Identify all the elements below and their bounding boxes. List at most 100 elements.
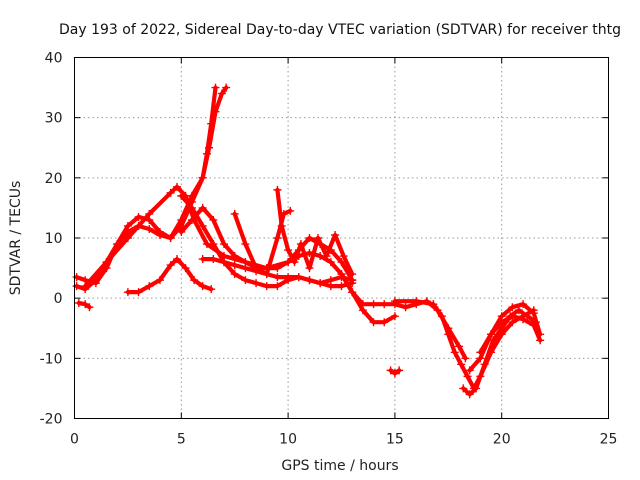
data-point (220, 258, 229, 267)
data-point (529, 321, 538, 330)
data-point (207, 119, 216, 128)
chart-title: Day 193 of 2022, Sidereal Day-to-day VTE… (59, 22, 621, 38)
data-point (72, 282, 81, 291)
data-point (217, 89, 226, 98)
y-tick-label: -10 (40, 351, 63, 367)
data-point (465, 366, 474, 375)
series-track-i (273, 185, 357, 279)
data-point (326, 258, 335, 267)
data-point (230, 261, 239, 270)
data-point (123, 288, 132, 297)
data-point (348, 270, 357, 279)
data-point (145, 209, 154, 218)
data-point (198, 282, 207, 291)
data-point (305, 234, 314, 242)
y-tick-label: 20 (45, 171, 63, 187)
data-point (519, 315, 528, 324)
series-trace (461, 308, 539, 397)
data-point (294, 273, 303, 282)
data-point (529, 309, 538, 318)
series-track-o (74, 298, 94, 312)
data-point (230, 209, 239, 218)
data-point (177, 227, 186, 236)
data-point (437, 312, 446, 321)
series-track-a (72, 83, 231, 288)
x-tick-label: 5 (177, 432, 186, 448)
data-point (209, 255, 218, 264)
data-point (177, 191, 186, 200)
data-point (337, 270, 346, 279)
data-point (348, 288, 357, 297)
data-point (187, 203, 196, 212)
series-track-h (230, 206, 295, 279)
data-point (316, 279, 325, 288)
data-point (198, 221, 207, 230)
data-point (395, 366, 404, 375)
data-point (390, 369, 399, 378)
data-point (401, 303, 410, 312)
data-point (241, 264, 250, 273)
data-point (523, 312, 532, 321)
data-point (508, 312, 517, 321)
y-tick-label: 0 (54, 291, 63, 307)
data-point (211, 83, 220, 92)
data-point (173, 182, 182, 191)
data-point (187, 215, 196, 224)
data-point (241, 276, 250, 285)
data-point (241, 240, 250, 249)
data-point (390, 312, 399, 321)
data-point (230, 270, 239, 279)
data-point (487, 330, 496, 339)
data-point (145, 282, 154, 291)
y-tick-label: 10 (45, 231, 63, 247)
data-point (81, 300, 90, 309)
data-point (348, 279, 357, 288)
series-track-b (72, 83, 220, 294)
data-point (166, 261, 175, 270)
data-point (284, 246, 293, 255)
x-tick-label: 10 (279, 432, 297, 448)
data-point (155, 230, 164, 239)
data-point (412, 297, 421, 306)
data-point (166, 234, 175, 242)
data-point (74, 298, 83, 307)
y-tick-label: -20 (40, 412, 63, 428)
data-point (145, 224, 154, 233)
data-point (296, 240, 305, 249)
data-point (508, 303, 517, 312)
data-point (273, 273, 282, 282)
data-point (497, 318, 506, 327)
data-point (380, 318, 389, 327)
data-point (273, 264, 282, 273)
x-tick-label: 0 (70, 432, 79, 448)
data-point (380, 300, 389, 309)
data-point (358, 300, 367, 309)
x-tick-label: 15 (386, 432, 404, 448)
data-point (463, 372, 472, 381)
axis-ticks: 0 5 10 15 20 25 -20 -10 0 10 20 30 40 (40, 51, 618, 448)
data-point (429, 300, 438, 309)
series-trace (74, 85, 229, 286)
data-point (134, 288, 143, 297)
data-point (81, 282, 90, 291)
series-trace (467, 302, 543, 373)
series-track-n (476, 312, 545, 357)
y-tick-label: 40 (45, 51, 63, 67)
data-point (326, 282, 335, 291)
data-point (252, 264, 261, 273)
data-point (209, 240, 218, 249)
data-point (262, 270, 271, 279)
data-point (339, 252, 348, 261)
data-point (450, 348, 459, 357)
x-tick-label: 25 (600, 432, 618, 448)
data-point (252, 279, 261, 288)
data-point (390, 297, 399, 306)
data-point (209, 215, 218, 224)
data-point (386, 366, 395, 375)
data-point (134, 212, 143, 221)
data-point (273, 234, 282, 242)
data-point (472, 384, 481, 393)
series-track-p (386, 366, 404, 378)
data-point (190, 276, 199, 285)
